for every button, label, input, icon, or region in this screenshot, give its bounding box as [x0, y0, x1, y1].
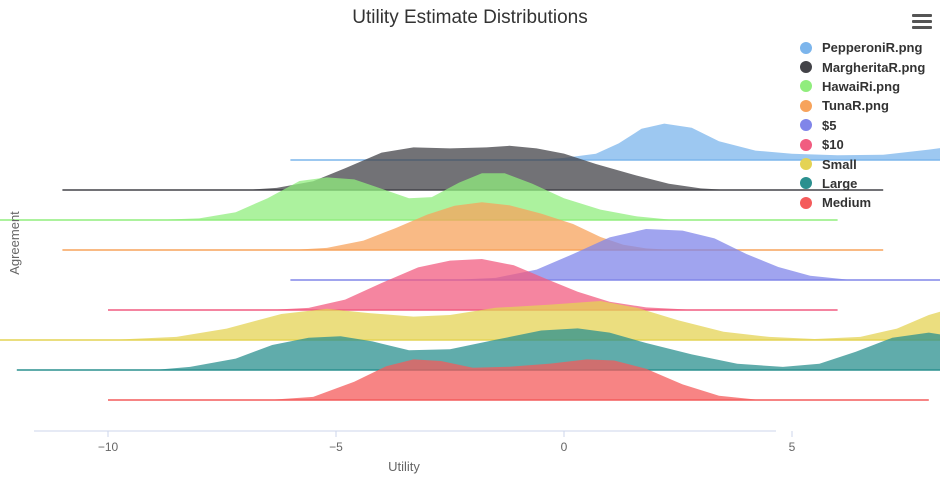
y-axis-title: Agreement: [7, 211, 22, 275]
hamburger-icon-bar: [912, 14, 932, 17]
x-tick-label: −10: [98, 440, 119, 454]
chart-title: Utility Estimate Distributions: [352, 7, 588, 28]
x-tick-label: −5: [329, 440, 343, 454]
legend-label: TunaR.png: [822, 98, 889, 114]
x-tick-label: 0: [561, 440, 568, 454]
context-menu-button[interactable]: [912, 14, 932, 30]
legend-symbol-icon: [800, 158, 812, 171]
legend-symbol-icon: [800, 119, 812, 132]
legend-symbol-icon: [800, 99, 812, 112]
density-area[interactable]: [62, 145, 884, 190]
legend-item[interactable]: Large: [800, 174, 940, 193]
hamburger-icon-bar: [912, 20, 932, 23]
legend-symbol-icon: [800, 138, 812, 151]
legend-symbol-icon: [800, 61, 812, 74]
legend-item[interactable]: HawaiRi.png: [800, 77, 940, 96]
legend-item[interactable]: $5: [800, 116, 940, 135]
density-area[interactable]: [0, 301, 940, 340]
density-area[interactable]: [62, 202, 884, 250]
legend-item[interactable]: PepperoniR.png: [800, 38, 940, 57]
legend-label: $5: [822, 117, 837, 133]
legend-label: Medium: [822, 195, 872, 211]
density-area[interactable]: [108, 359, 929, 400]
legend-item[interactable]: Small: [800, 154, 940, 173]
legend-item[interactable]: MargheritaR.png: [800, 57, 940, 76]
legend-label: HawaiRi.png: [822, 78, 901, 94]
legend-item[interactable]: TunaR.png: [800, 96, 940, 115]
density-area[interactable]: [290, 229, 940, 280]
x-axis-ticks: −10−5051015: [98, 431, 796, 454]
legend-item[interactable]: Medium: [800, 193, 940, 212]
legend-symbol-icon: [800, 80, 812, 93]
hamburger-icon-bar: [912, 26, 932, 29]
legend-label: MargheritaR.png: [822, 59, 926, 75]
legend-label: PepperoniR.png: [822, 40, 923, 56]
x-tick-label: 5: [789, 440, 796, 454]
series-hawairi-png[interactable]: [0, 173, 838, 221]
series-tunar-png[interactable]: [62, 202, 884, 251]
legend-label: Small: [822, 156, 857, 172]
series-layer: [0, 123, 940, 401]
series--10[interactable]: [108, 259, 838, 311]
density-area[interactable]: [0, 173, 838, 220]
density-area[interactable]: [16, 328, 940, 370]
legend-symbol-icon: [800, 196, 812, 209]
legend: PepperoniR.png MargheritaR.png HawaiRi.png…: [800, 38, 940, 213]
legend-label: $10: [822, 137, 844, 153]
density-area[interactable]: [290, 123, 940, 160]
legend-symbol-icon: [800, 41, 812, 54]
series-medium[interactable]: [108, 359, 929, 401]
legend-symbol-icon: [800, 177, 812, 190]
legend-item[interactable]: $10: [800, 135, 940, 154]
x-axis-title: Utility: [388, 459, 420, 474]
density-area[interactable]: [108, 259, 838, 310]
legend-label: Large: [822, 175, 858, 191]
